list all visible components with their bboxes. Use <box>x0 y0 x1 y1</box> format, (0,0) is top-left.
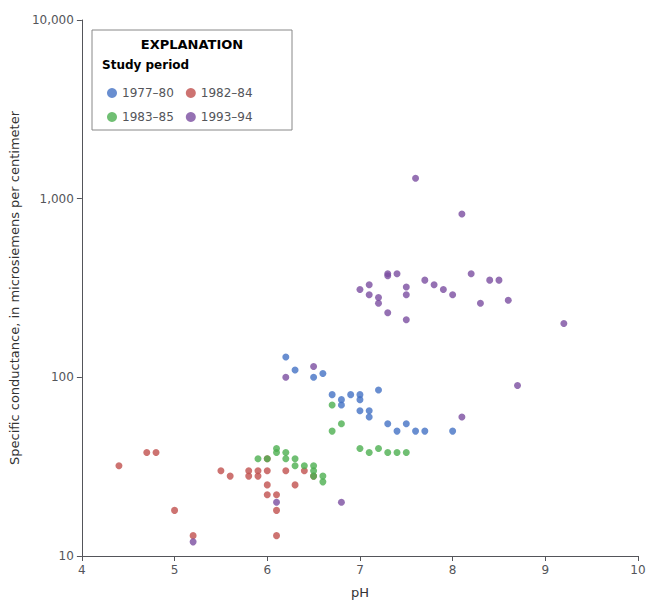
svg-text:1977–80: 1977–80 <box>122 86 174 100</box>
svg-text:5: 5 <box>171 563 179 577</box>
svg-text:7: 7 <box>356 563 364 577</box>
svg-text:4: 4 <box>78 563 86 577</box>
svg-text:Specific conductance, in micro: Specific conductance, in microsiemens pe… <box>7 110 22 465</box>
svg-text:1983–85: 1983–85 <box>122 110 174 124</box>
svg-text:6: 6 <box>263 563 271 577</box>
svg-text:10,000: 10,000 <box>32 13 74 27</box>
svg-text:8: 8 <box>449 563 457 577</box>
svg-text:9: 9 <box>541 563 549 577</box>
svg-text:1,000: 1,000 <box>40 192 74 206</box>
svg-text:EXPLANATION: EXPLANATION <box>141 37 243 52</box>
svg-text:100: 100 <box>51 370 74 384</box>
svg-text:Study period: Study period <box>102 58 189 72</box>
svg-text:1993–94: 1993–94 <box>201 110 253 124</box>
svg-text:pH: pH <box>351 585 369 600</box>
svg-text:1982–84: 1982–84 <box>201 86 253 100</box>
svg-text:10: 10 <box>630 563 645 577</box>
svg-text:10: 10 <box>59 549 74 563</box>
